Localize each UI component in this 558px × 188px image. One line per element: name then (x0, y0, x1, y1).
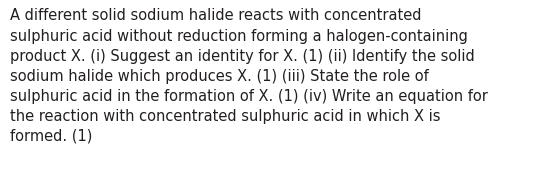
Text: A different solid sodium halide reacts with concentrated
sulphuric acid without : A different solid sodium halide reacts w… (10, 8, 488, 144)
